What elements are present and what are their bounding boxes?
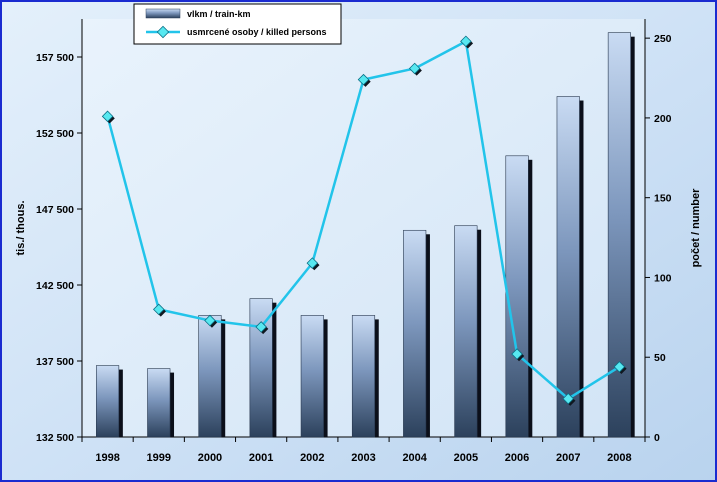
bar bbox=[198, 315, 222, 438]
x-tick-label: 1998 bbox=[95, 452, 119, 464]
line-marker bbox=[204, 314, 216, 327]
y-tick-label-left: 157 500 bbox=[36, 52, 74, 64]
x-tick-label: 2002 bbox=[300, 452, 324, 464]
line-marker bbox=[153, 303, 165, 316]
y-tick-label-left: 152 500 bbox=[36, 128, 74, 140]
x-tick-label: 2005 bbox=[454, 452, 478, 464]
legend-line-label: usmrcené osoby / killed persons bbox=[187, 27, 327, 37]
bar bbox=[556, 96, 580, 438]
x-tick-label: 2007 bbox=[556, 452, 580, 464]
line-marker bbox=[306, 257, 319, 269]
legend-bar-swatch bbox=[145, 8, 181, 19]
bar bbox=[351, 315, 376, 438]
y-tick-label-right: 150 bbox=[654, 193, 672, 205]
bar bbox=[403, 229, 427, 438]
x-tick-label: 2006 bbox=[505, 452, 529, 464]
y-tick-label-right: 100 bbox=[654, 272, 672, 284]
line-marker bbox=[357, 73, 370, 86]
bar-series bbox=[96, 32, 635, 438]
legend: vlkm / train-km usmrcené osoby / killed … bbox=[133, 3, 342, 45]
y-tick-label-left: 132 500 bbox=[36, 432, 74, 444]
line-marker bbox=[562, 392, 574, 405]
y-tick-label-right: 200 bbox=[654, 113, 672, 125]
bar bbox=[96, 365, 120, 438]
bar bbox=[300, 315, 324, 438]
y-axis-left: 132 500 137 500 142 500 147 500 152 500 157 5… bbox=[36, 19, 83, 444]
line-marker bbox=[460, 35, 472, 48]
line-marker bbox=[255, 321, 267, 333]
y-tick-label-right: 0 bbox=[654, 432, 660, 444]
bar bbox=[454, 225, 478, 438]
bar bbox=[505, 155, 529, 438]
line-marker bbox=[408, 62, 421, 75]
bar bbox=[249, 298, 273, 438]
y-axis-right: 0 50 100 150 200 250 bbox=[644, 19, 672, 444]
x-tick-label: 2001 bbox=[249, 452, 273, 464]
y-axis-left-title: tis./ thous. bbox=[15, 201, 27, 256]
x-tick-label: 2000 bbox=[198, 452, 222, 464]
y-tick-label-left: 142 500 bbox=[36, 280, 74, 292]
line-marker bbox=[511, 348, 523, 360]
x-tick-label: 2003 bbox=[351, 452, 375, 464]
y-axis-right-title: počet / number bbox=[690, 188, 702, 268]
x-tick-label: 1999 bbox=[147, 452, 171, 464]
x-tick-label: 2004 bbox=[402, 452, 427, 464]
x-tick-label: 2008 bbox=[607, 452, 631, 464]
bar bbox=[147, 368, 171, 438]
line-marker bbox=[613, 361, 626, 373]
y-tick-label-right: 250 bbox=[654, 33, 672, 45]
y-tick-label-left: 147 500 bbox=[36, 204, 74, 216]
legend-line-marker bbox=[156, 25, 170, 39]
legend-bar-label: vlkm / train-km bbox=[187, 9, 251, 19]
line-marker bbox=[101, 110, 114, 123]
bar bbox=[607, 32, 631, 438]
y-tick-label-right: 50 bbox=[654, 352, 666, 364]
line-series bbox=[101, 35, 627, 406]
y-tick-label-left: 137 500 bbox=[36, 356, 74, 368]
